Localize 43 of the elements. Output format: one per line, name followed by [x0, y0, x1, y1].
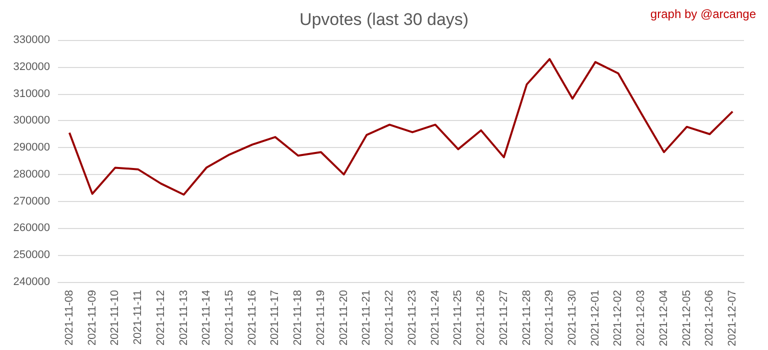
- x-tick-label: 2021-12-06: [704, 290, 716, 346]
- line-series: [68, 58, 734, 196]
- y-tick-label: 260000: [13, 222, 50, 234]
- y-tick-label: 310000: [13, 88, 50, 100]
- x-tick-label: 2021-11-25: [452, 290, 464, 346]
- x-tick-label: 2021-12-02: [612, 290, 624, 346]
- x-tick-label: 2021-11-12: [154, 290, 167, 346]
- x-tick-label: 2021-11-13: [178, 290, 190, 346]
- x-tick-label: 2021-11-15: [224, 290, 236, 346]
- y-tick-label: 250000: [13, 249, 50, 262]
- x-tick-label: 2021-11-09: [86, 290, 98, 346]
- x-tick-label: 2021-12-03: [635, 290, 648, 346]
- x-tick-label: 2021-11-28: [520, 290, 533, 346]
- x-tick-label: 2021-11-29: [544, 290, 556, 346]
- y-tick-label: 280000: [13, 168, 50, 180]
- x-tick-label: 2021-11-30: [566, 290, 578, 346]
- x-tick-label: 2021-11-16: [246, 290, 258, 346]
- y-tick-label: 270000: [13, 195, 50, 208]
- x-tick-label: 2021-12-07: [726, 290, 739, 346]
- x-tick-label: 2021-11-18: [292, 290, 304, 346]
- x-tick-label: 2021-11-11: [132, 290, 144, 345]
- x-tick-label: 2021-11-17: [269, 290, 282, 346]
- x-tick-label: 2021-12-05: [680, 290, 693, 346]
- x-tick-label: 2021-11-14: [200, 290, 213, 346]
- y-tick-label: 290000: [13, 142, 50, 154]
- y-tick-label: 300000: [13, 114, 50, 127]
- x-tick-label: 2021-11-24: [429, 290, 442, 346]
- x-tick-label: 2021-11-20: [338, 290, 350, 346]
- x-tick-label: 2021-12-01: [589, 290, 602, 346]
- x-tick-label: 2021-11-26: [475, 290, 488, 346]
- x-tick-label: 2021-11-27: [498, 290, 510, 346]
- x-tick-label: 2021-12-04: [658, 290, 670, 346]
- x-tick-label: 2021-11-19: [314, 290, 327, 346]
- chart-title: Upvotes (last 30 days): [299, 10, 469, 29]
- x-tick-label: 2021-11-10: [109, 290, 122, 346]
- y-tick-label: 240000: [13, 276, 50, 288]
- text: graph by @arcange: [650, 7, 756, 21]
- y-tick-label: 330000: [13, 34, 50, 46]
- y-tick-label: 320000: [13, 60, 50, 73]
- x-tick-label: 2021-11-22: [384, 290, 396, 346]
- x-tick-label: 2021-11-23: [406, 290, 418, 346]
- x-tick-label: 2021-11-08: [63, 290, 76, 346]
- x-tick-label: 2021-11-21: [360, 290, 373, 346]
